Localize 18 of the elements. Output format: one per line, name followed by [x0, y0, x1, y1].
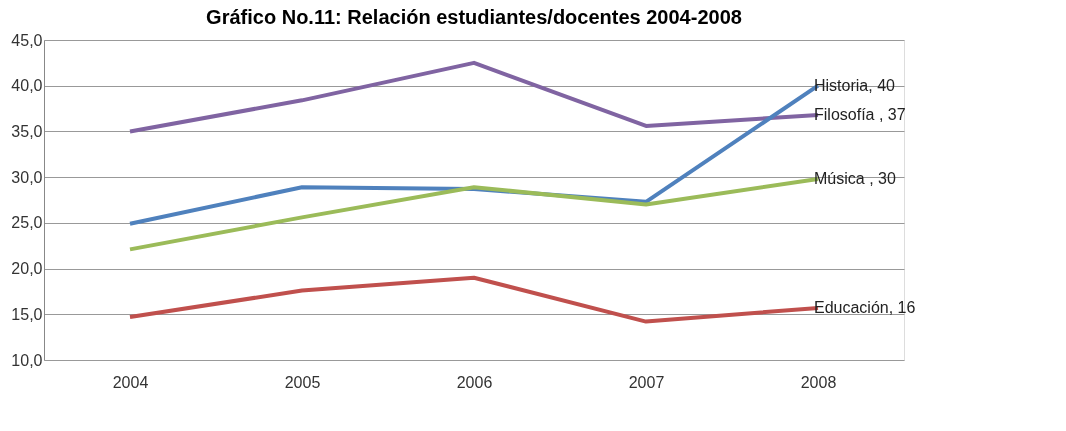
- y-tick-label: 45,0: [11, 31, 43, 49]
- annotation: Filosofía , 37: [814, 105, 906, 123]
- x-tick-label: 2004: [112, 373, 149, 391]
- chart-title: Gráfico No.11: Relación estudiantes/docentes 2004-2008: [206, 6, 742, 28]
- y-tick-label: 35,0: [11, 122, 43, 140]
- annotation: Música , 30: [814, 169, 896, 187]
- y-tick-label: 25,0: [11, 214, 43, 232]
- y-tick-label: 10,0: [11, 351, 43, 369]
- annotation: Historia, 40: [814, 76, 896, 94]
- annotation: Educación, 16: [814, 298, 916, 316]
- y-tick-label: 30,0: [11, 168, 43, 186]
- x-tick-label: 2008: [800, 373, 837, 391]
- y-tick-label: 40,0: [11, 77, 43, 95]
- x-tick-label: 2007: [628, 373, 665, 391]
- y-tick-label: 20,0: [11, 260, 43, 278]
- y-tick-label: 15,0: [11, 305, 43, 323]
- x-tick-label: 2005: [284, 373, 321, 391]
- x-tick-label: 2006: [456, 373, 493, 391]
